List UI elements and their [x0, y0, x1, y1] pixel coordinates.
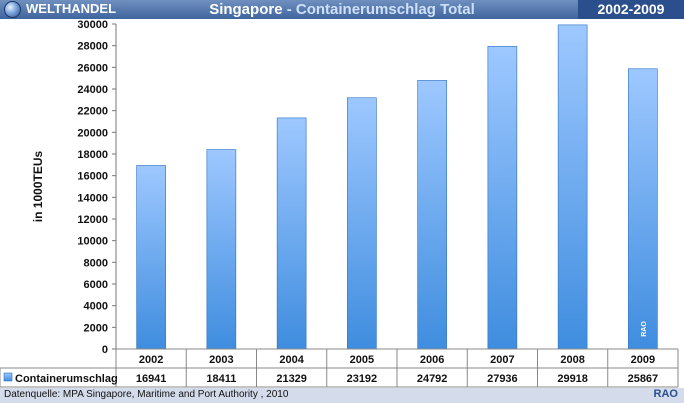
bar-2002: [136, 165, 166, 350]
data-table-value: 18411: [206, 373, 236, 385]
title-main: Singapore: [209, 1, 283, 18]
bar-2009: [628, 68, 658, 350]
y-tick-label: 30000: [77, 19, 108, 31]
x-tick-label: 2007: [490, 354, 514, 366]
y-tick-label: 4000: [84, 301, 108, 313]
bar-2004: [276, 117, 307, 350]
x-tick-label: 2003: [209, 354, 233, 366]
bar-2006: [417, 80, 447, 350]
source-note: Datenquelle: MPA Singapore, Maritime and…: [4, 389, 289, 400]
title-separator: -: [282, 1, 296, 18]
data-table-value: 21329: [276, 373, 307, 385]
data-table-value: 25867: [628, 373, 659, 385]
globe-icon: [4, 1, 21, 18]
y-tick-label: 26000: [77, 62, 108, 74]
data-table-value: 16941: [136, 373, 167, 385]
legend-label: Containerumschlag: [15, 373, 118, 385]
bar-2008: [557, 24, 588, 350]
page-title: Singapore - Containerumschlag Total: [0, 0, 684, 19]
bar-chart: 0 2000 4000 6000 8000 10000 12000 14000 16000 180…: [0, 19, 679, 388]
x-tick-label: 2002: [139, 354, 163, 366]
y-axis-title: in 1000TEUs: [31, 150, 45, 222]
year-range-badge: 2002-2009: [578, 0, 684, 19]
y-tick-label: 16000: [77, 171, 108, 183]
y-tick-label: 14000: [77, 192, 108, 204]
y-tick-label: 28000: [77, 41, 108, 53]
x-tick-label: 2005: [350, 354, 374, 366]
y-tick-label: 22000: [77, 106, 108, 118]
x-tick-label: 2006: [420, 354, 444, 366]
y-tick-label: 10000: [77, 236, 108, 248]
data-table-value: 29918: [557, 373, 588, 385]
logo: WELTHANDEL: [2, 0, 122, 19]
y-tick-label: 8000: [84, 257, 108, 269]
x-tick-label: 2004: [279, 354, 304, 366]
bar-2003: [206, 149, 237, 350]
brand-name: WELTHANDEL: [26, 1, 117, 16]
data-table-value: 27936: [487, 373, 518, 385]
x-tick-label: 2009: [631, 354, 655, 366]
y-tick-label: 24000: [77, 84, 108, 96]
bar-watermark: RAO: [641, 321, 648, 337]
y-tick-label: 20000: [77, 127, 108, 139]
bar-2005: [347, 97, 377, 350]
y-tick-label: 6000: [84, 279, 108, 291]
y-tick-label: 12000: [77, 214, 108, 226]
bar-2007: [487, 46, 518, 350]
x-tick-label: 2008: [560, 354, 584, 366]
legend-key: [3, 372, 13, 382]
data-table-value: 23192: [347, 373, 378, 385]
y-tick-label: 18000: [77, 149, 108, 161]
y-tick-label: 0: [102, 344, 108, 356]
data-table-value: 24792: [417, 373, 448, 385]
footer-bar: Datenquelle: MPA Singapore, Maritime and…: [0, 388, 684, 403]
title-subtitle: Containerumschlag Total: [295, 1, 475, 18]
header-bar: WELTHANDEL Singapore - Containerumschlag…: [0, 0, 684, 19]
y-tick-label: 2000: [84, 322, 108, 334]
rao-mark: RAO: [653, 388, 678, 400]
